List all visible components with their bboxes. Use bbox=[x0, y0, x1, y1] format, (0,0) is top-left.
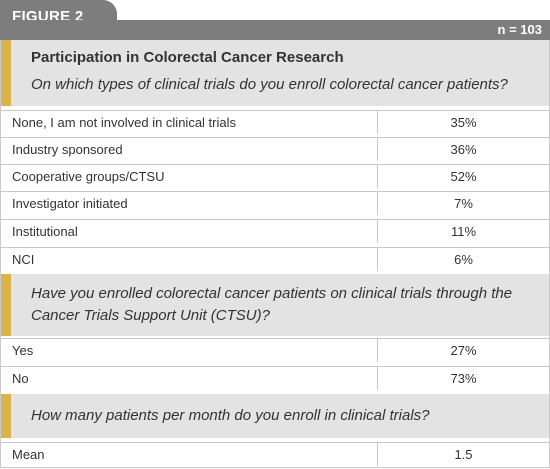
accent-bar bbox=[1, 394, 11, 438]
row-value: 6% bbox=[377, 248, 549, 271]
row-value: 35% bbox=[377, 111, 549, 134]
header-bar: n = 103 bbox=[0, 20, 550, 40]
row-label: Mean bbox=[12, 447, 45, 462]
row-value: 27% bbox=[377, 339, 549, 362]
row-value: 7% bbox=[377, 192, 549, 215]
row-label: Industry sponsored bbox=[12, 142, 123, 157]
row-value: 73% bbox=[377, 367, 549, 390]
table-row: Industry sponsored 36% bbox=[1, 137, 549, 161]
question-ctsu-line1: Have you enrolled colorectal cancer pati… bbox=[31, 285, 513, 302]
question-trial-types: On which types of clinical trials do you… bbox=[31, 76, 508, 93]
row-value: 11% bbox=[377, 220, 549, 243]
table-row: Investigator initiated 7% bbox=[1, 191, 549, 215]
row-label: Yes bbox=[12, 343, 34, 358]
row-value: 1.5 bbox=[377, 443, 549, 466]
accent-bar bbox=[1, 40, 11, 106]
table-row: Yes 27% bbox=[1, 338, 549, 362]
row-value: 52% bbox=[377, 165, 549, 188]
accent-bar bbox=[1, 274, 11, 336]
question-patients-per-month: How many patients per month do you enrol… bbox=[31, 407, 430, 424]
row-label: No bbox=[12, 371, 29, 386]
figure-panel: Participation in Colorectal Cancer Resea… bbox=[0, 40, 550, 468]
table-row: Mean 1.5 bbox=[1, 442, 549, 466]
row-label: Cooperative groups/CTSU bbox=[12, 169, 165, 184]
row-label: Institutional bbox=[12, 224, 78, 239]
section-enrollment-rate: How many patients per month do you enrol… bbox=[1, 394, 549, 438]
table-row: Institutional 11% bbox=[1, 219, 549, 243]
question-ctsu-line2: Cancer Trials Support Unit (CTSU)? bbox=[31, 307, 270, 324]
row-label: None, I am not involved in clinical tria… bbox=[12, 115, 236, 130]
section-ctsu: Have you enrolled colorectal cancer pati… bbox=[1, 274, 549, 336]
row-label: Investigator initiated bbox=[12, 196, 128, 211]
table-row: No 73% bbox=[1, 366, 549, 390]
table-row: Cooperative groups/CTSU 52% bbox=[1, 164, 549, 188]
sample-size-label: n = 103 bbox=[497, 22, 542, 37]
row-value: 36% bbox=[377, 138, 549, 161]
table-row: NCI 6% bbox=[1, 247, 549, 271]
section-participation: Participation in Colorectal Cancer Resea… bbox=[1, 40, 549, 106]
row-label: NCI bbox=[12, 252, 35, 267]
table-row: None, I am not involved in clinical tria… bbox=[1, 110, 549, 134]
section-title: Participation in Colorectal Cancer Resea… bbox=[31, 49, 344, 66]
